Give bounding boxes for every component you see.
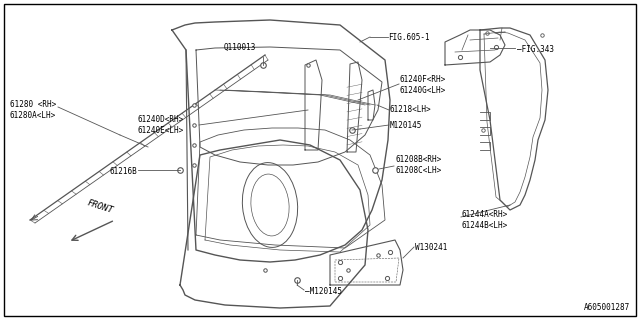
Text: A605001287: A605001287 bbox=[584, 303, 630, 312]
Text: FIG.605-1: FIG.605-1 bbox=[388, 33, 429, 42]
Text: —FIG.343: —FIG.343 bbox=[517, 44, 554, 53]
Text: 61240F<RH>
61240G<LH>: 61240F<RH> 61240G<LH> bbox=[400, 75, 446, 95]
Text: 61216B: 61216B bbox=[110, 167, 138, 177]
Text: FRONT: FRONT bbox=[86, 198, 114, 215]
Text: Q110013: Q110013 bbox=[224, 43, 256, 52]
Text: 61280 <RH>
61280A<LH>: 61280 <RH> 61280A<LH> bbox=[10, 100, 56, 120]
Text: 61240D<RH>
61240E<LH>: 61240D<RH> 61240E<LH> bbox=[138, 115, 184, 135]
Text: —M120145: —M120145 bbox=[305, 287, 342, 297]
Text: 61244A<RH>
61244B<LH>: 61244A<RH> 61244B<LH> bbox=[462, 210, 508, 230]
Text: 61218<LH>: 61218<LH> bbox=[390, 106, 431, 115]
Text: 61208B<RH>
61208C<LH>: 61208B<RH> 61208C<LH> bbox=[395, 155, 441, 175]
Text: W130241: W130241 bbox=[415, 243, 447, 252]
Text: M120145: M120145 bbox=[390, 121, 422, 130]
